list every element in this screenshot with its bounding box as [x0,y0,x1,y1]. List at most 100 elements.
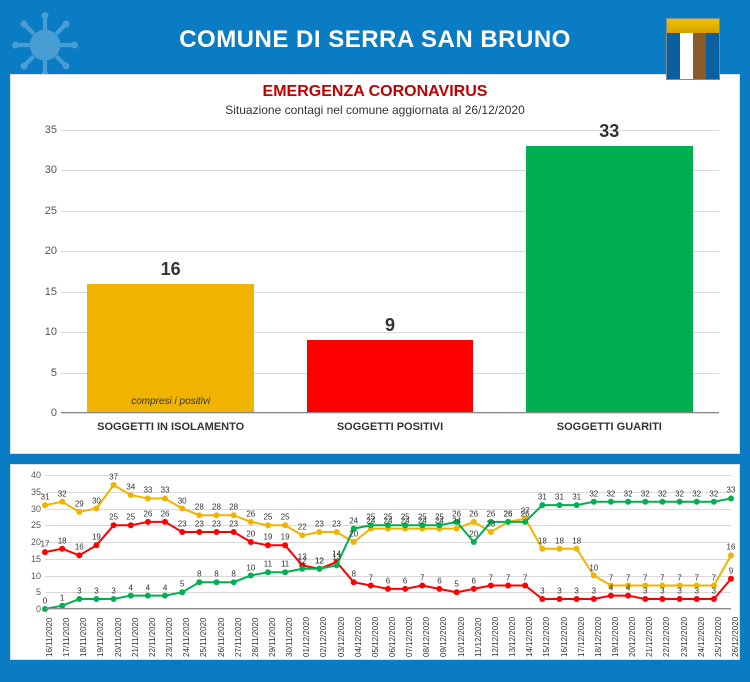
line-value-label: 4 [626,583,630,592]
line-value-label: 6 [386,576,390,585]
line-marker [111,482,117,488]
line-y-tick: 35 [19,487,41,497]
line-value-label: 7 [643,573,647,582]
line-value-label: 32 [692,489,701,498]
line-value-label: 23 [178,519,187,528]
line-x-label: 14/12/2020 [525,617,534,657]
line-marker [505,519,511,525]
line-marker [231,512,237,518]
line-x-label: 16/11/2020 [45,618,54,657]
line-value-label: 32 [641,489,650,498]
line-value-label: 5 [454,580,458,589]
line-x-label: 15/12/2020 [542,617,551,657]
bar-y-tick: 10 [31,326,57,338]
line-x-label: 28/11/2020 [251,618,260,657]
line-marker [59,546,65,552]
line-x-label: 08/12/2020 [422,617,431,657]
line-marker [539,596,545,602]
line-y-tick: 30 [19,504,41,514]
line-marker [299,566,305,572]
bar-chart-plot: 05101520253035 compresi i positivi16SOGG… [61,130,719,413]
line-marker [76,596,82,602]
line-marker [179,506,185,512]
line-marker [574,546,580,552]
line-value-label: 18 [555,536,564,545]
line-x-label: 07/12/2020 [405,617,414,657]
line-value-label: 8 [214,570,218,579]
line-value-label: 3 [712,586,716,595]
line-value-label: 4 [163,583,167,592]
line-x-label: 25/12/2020 [714,617,723,657]
dashboard-frame: COMUNE DI SERRA SAN BRUNO EMERGENZA CORO… [0,0,750,682]
bar-chart-title: EMERGENZA CORONAVIRUS [11,83,739,101]
line-value-label: 26 [469,509,478,518]
line-marker [711,596,717,602]
line-value-label: 20 [246,529,255,538]
line-value-label: 7 [609,573,613,582]
line-value-label: 12 [315,556,324,565]
line-value-label: 28 [229,503,238,512]
line-value-label: 7 [712,573,716,582]
line-value-label: 25 [401,513,410,522]
line-value-label: 32 [624,489,633,498]
line-x-label: 21/11/2020 [131,618,140,657]
line-marker [231,579,237,585]
line-value-label: 32 [58,489,67,498]
line-marker [42,549,48,555]
line-marker [454,589,460,595]
line-marker [214,512,220,518]
line-value-label: 6 [403,576,407,585]
line-marker [591,596,597,602]
line-value-label: 3 [660,586,664,595]
line-value-label: 33 [727,486,736,495]
line-marker [642,596,648,602]
line-y-tick: 10 [19,571,41,581]
line-marker [145,496,151,502]
line-value-label: 23 [332,519,341,528]
line-value-label: 11 [281,560,289,569]
line-marker [488,529,494,535]
line-x-label: 05/12/2020 [371,617,380,657]
line-x-label: 09/12/2020 [439,617,448,657]
line-marker [351,579,357,585]
line-value-label: 6 [437,576,441,585]
bar-category-label: SOGGETTI GUARITI [500,421,719,433]
line-value-label: 3 [94,586,98,595]
line-value-label: 3 [643,586,647,595]
line-x-label: 16/12/2020 [560,617,569,657]
line-marker [179,529,185,535]
line-value-label: 23 [315,519,324,528]
bar-rect [526,146,693,413]
line-value-label: 28 [212,503,221,512]
line-value-label: 5 [180,580,184,589]
line-value-label: 29 [75,499,84,508]
line-value-label: 32 [675,489,684,498]
line-marker [608,499,614,505]
line-value-label: 25 [109,513,118,522]
line-x-label: 17/12/2020 [577,617,586,657]
bar-category-label: SOGGETTI IN ISOLAMENTO [61,421,280,433]
line-x-label: 20/11/2020 [114,618,123,657]
line-value-label: 31 [41,493,50,502]
line-marker [728,576,734,582]
line-x-label: 30/11/2020 [285,618,294,657]
line-value-label: 37 [109,472,118,481]
line-value-label: 25 [418,513,427,522]
bar-slot: 33SOGGETTI GUARITI [500,130,719,413]
line-marker [677,596,683,602]
line-marker [162,496,168,502]
line-y-tick: 0 [19,604,41,614]
line-x-label: 17/11/2020 [62,618,71,657]
line-y-tick: 25 [19,520,41,530]
line-marker [471,519,477,525]
line-marker [591,499,597,505]
line-marker [694,499,700,505]
line-marker [436,586,442,592]
line-value-label: 30 [178,496,187,505]
line-value-label: 23 [229,519,238,528]
line-marker [111,596,117,602]
line-y-tick: 5 [19,587,41,597]
line-x-label: 04/12/2020 [354,617,363,657]
line-marker [557,502,563,508]
line-value-label: 11 [264,560,272,569]
